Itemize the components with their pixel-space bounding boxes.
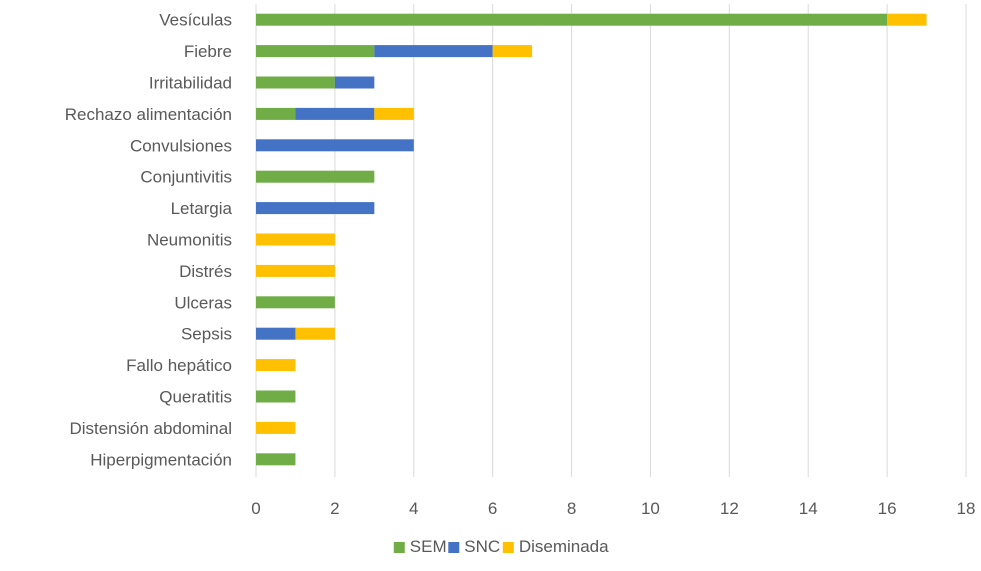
bar-diseminada-8 (256, 234, 335, 246)
x-tick-label: 18 (957, 499, 976, 518)
x-tick-label: 6 (488, 499, 497, 518)
category-label: Conjuntivitis (140, 168, 232, 187)
category-label: Distrés (179, 262, 232, 281)
bar-sem-10 (256, 296, 335, 308)
category-label: Queratitis (159, 388, 232, 407)
legend-swatch-sem (394, 542, 405, 553)
category-label: Sepsis (181, 325, 232, 344)
category-labels: Vesículas Fiebre Irritabilidad Rechazo alim… (65, 11, 233, 470)
bar-diseminada-12 (256, 359, 295, 371)
bar-snc-11 (256, 328, 295, 340)
category-label: Neumonitis (147, 231, 232, 250)
bars (256, 14, 927, 466)
category-label: Distensión abdominal (69, 419, 232, 438)
category-label: Convulsiones (130, 136, 232, 155)
legend-label-snc: SNC (464, 537, 500, 556)
bar-diseminada-11 (295, 328, 334, 340)
bar-sem-1 (256, 14, 887, 26)
category-label: Vesículas (159, 11, 232, 30)
bar-sem-3 (256, 77, 335, 89)
legend-swatch-snc (448, 542, 459, 553)
bar-sem-4 (256, 108, 295, 120)
category-label: Rechazo alimentación (65, 105, 232, 124)
x-tick-label: 12 (720, 499, 739, 518)
bar-sem-6 (256, 171, 374, 183)
category-label: Fiebre (184, 42, 232, 61)
x-tick-label: 10 (641, 499, 660, 518)
bar-snc-2 (374, 45, 492, 57)
x-tick-label: 16 (878, 499, 897, 518)
legend-swatch-diseminada (503, 542, 514, 553)
bar-sem-2 (256, 45, 374, 57)
bar-sem-15 (256, 453, 295, 465)
x-tick-label: 0 (251, 499, 260, 518)
bar-sem-13 (256, 391, 295, 403)
bar-diseminada-2 (493, 45, 532, 57)
x-tick-label: 2 (330, 499, 339, 518)
bar-snc-7 (256, 202, 374, 214)
bar-diseminada-9 (256, 265, 335, 277)
x-tick-label: 8 (567, 499, 576, 518)
category-label: Ulceras (174, 293, 232, 312)
legend-label-diseminada: Diseminada (519, 537, 609, 556)
category-label: Hiperpigmentación (90, 450, 232, 469)
category-label: Fallo hepático (126, 356, 232, 375)
bar-snc-3 (335, 77, 374, 89)
bar-diseminada-14 (256, 422, 295, 434)
x-tick-label: 4 (409, 499, 418, 518)
category-label: Irritabilidad (149, 74, 232, 93)
x-tick-label: 14 (799, 499, 818, 518)
legend-label-sem: SEM (410, 537, 447, 556)
gridlines (256, 4, 966, 477)
bar-diseminada-1 (887, 14, 926, 26)
bar-snc-5 (256, 139, 414, 151)
bar-diseminada-4 (374, 108, 413, 120)
bar-snc-4 (295, 108, 374, 120)
x-tick-labels: 0 2 4 6 8 10 12 14 16 18 (251, 499, 975, 518)
category-label: Letargia (171, 199, 233, 218)
legend: SEM SNC Diseminada (394, 537, 609, 556)
